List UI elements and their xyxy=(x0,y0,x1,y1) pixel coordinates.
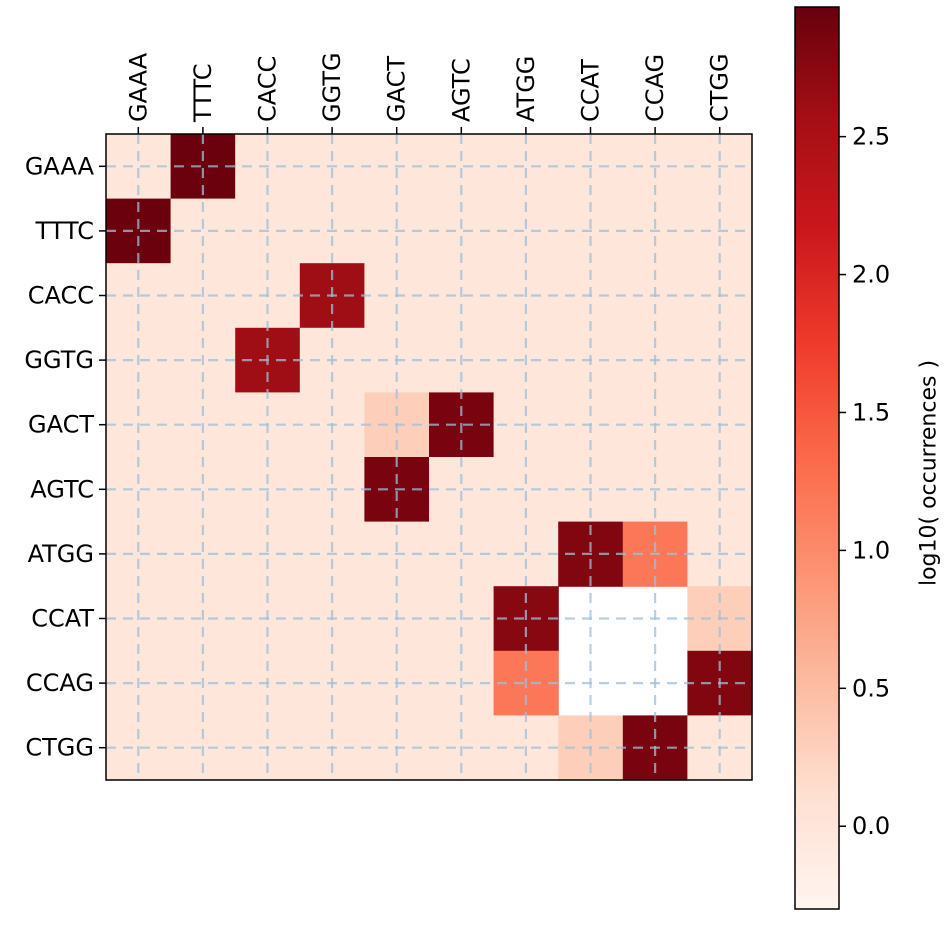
y-tick-label: TTTC xyxy=(35,217,95,245)
colorbar-tick-label: 2.5 xyxy=(852,123,890,151)
plot-frame xyxy=(105,133,753,781)
colorbar-frame xyxy=(794,6,840,910)
x-tick-label: GGTG xyxy=(318,52,346,122)
x-tick-label: CACC xyxy=(254,56,282,122)
colorbar-gradient xyxy=(795,7,839,909)
x-tick-label: AGTC xyxy=(447,58,475,122)
x-tick-label: CTGG xyxy=(706,53,734,122)
y-tick-label: CTGG xyxy=(25,734,94,762)
y-tick-label: GACT xyxy=(28,411,94,439)
x-tick-label: CCAT xyxy=(577,59,605,122)
colorbar-tick-label: 2.0 xyxy=(852,261,890,289)
y-tick-label: AGTC xyxy=(30,475,94,503)
colorbar-ticks: 0.0 0.5 1.0 1.5 2.0 2.5 xyxy=(839,123,890,840)
y-axis-ticks: GAAA TTTC CACC GGTG GACT AGTC ATGG CCAT CCAG CTGG xyxy=(24,152,106,762)
y-tick-label: GGTG xyxy=(24,346,94,374)
x-tick-label: TTTC xyxy=(189,64,217,124)
y-tick-label: CCAT xyxy=(31,605,94,633)
colorbar-tick-label: 1.0 xyxy=(852,536,890,564)
x-axis-ticks: GAAA TTTC CACC GGTG GACT AGTC ATGG CCAT CCAG CTGG xyxy=(124,52,734,134)
colorbar-tick-label: 0.5 xyxy=(852,674,890,702)
colorbar-tick-label: 1.5 xyxy=(852,398,890,426)
y-tick-label: ATGG xyxy=(28,540,94,568)
x-tick-label: CCAG xyxy=(641,54,669,122)
y-tick-label: CCAG xyxy=(26,669,94,697)
x-tick-label: GACT xyxy=(383,56,411,122)
colorbar-label: log10( occurrences ) xyxy=(917,360,942,586)
x-tick-label: ATGG xyxy=(512,56,540,122)
y-tick-label: CACC xyxy=(28,282,94,310)
colorbar: 0.0 0.5 1.0 1.5 2.0 2.5 log10( occurrences ) xyxy=(794,6,942,910)
grid-lines xyxy=(106,134,752,780)
colorbar-tick-label: 0.0 xyxy=(852,812,890,840)
x-tick-label: GAAA xyxy=(124,52,152,122)
y-tick-label: GAAA xyxy=(25,152,95,180)
